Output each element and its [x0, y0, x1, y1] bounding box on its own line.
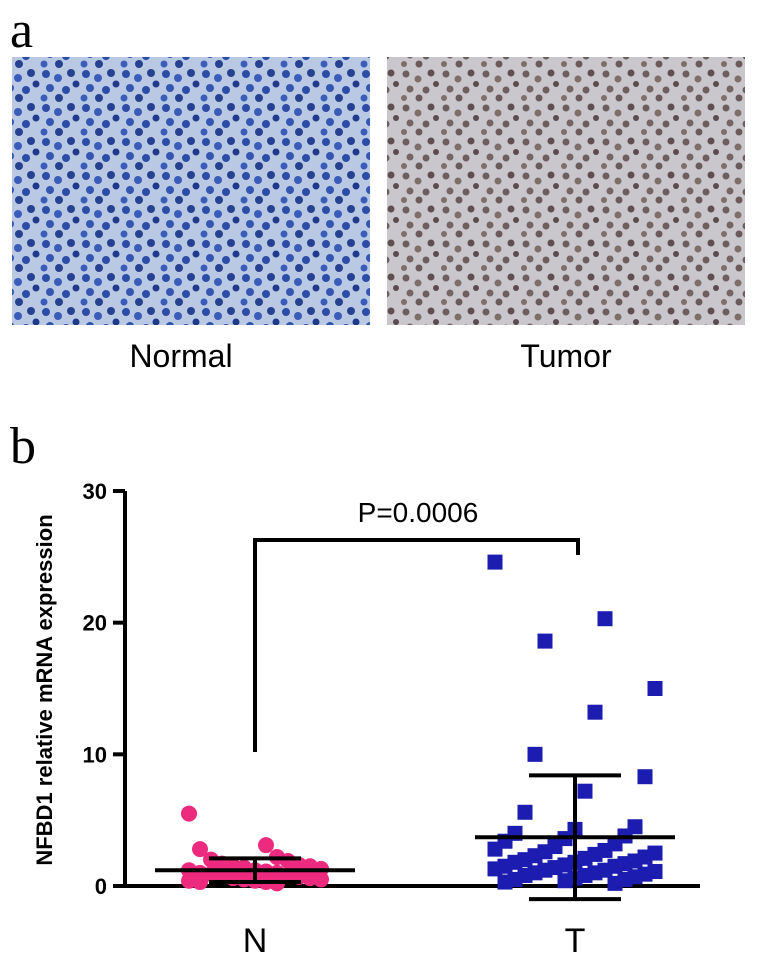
- data-point: [192, 874, 208, 891]
- y-tick-label: 30: [83, 479, 107, 504]
- data-point: [487, 861, 503, 877]
- y-tick-label: 0: [95, 874, 107, 899]
- image-caption: Tumor: [520, 338, 612, 374]
- data-point: [607, 875, 623, 891]
- data-point: [597, 611, 613, 627]
- x-tick-label: N: [243, 922, 268, 960]
- data-point: [557, 873, 573, 889]
- image-caption: Normal: [129, 338, 232, 374]
- panel-label: a: [10, 2, 33, 59]
- data-point: [487, 841, 503, 857]
- x-tick-label: T: [565, 922, 586, 960]
- y-axis-label: NFBD1 relative mRNA expression: [32, 514, 57, 865]
- data-point: [313, 871, 329, 888]
- data-point: [497, 874, 513, 890]
- data-point: [487, 554, 503, 570]
- data-point: [587, 704, 603, 720]
- data-point: [527, 746, 543, 762]
- micrograph-normal: [12, 57, 370, 325]
- y-tick-label: 20: [83, 611, 107, 636]
- data-point: [577, 783, 593, 799]
- data-point: [258, 837, 274, 854]
- data-point: [647, 681, 663, 696]
- p-value: P=0.0006: [358, 497, 479, 528]
- data-point: [192, 841, 208, 858]
- y-tick-label: 10: [83, 742, 107, 767]
- significance-bracket: [253, 538, 580, 752]
- data-point: [637, 769, 653, 785]
- panel-label: b: [10, 418, 36, 475]
- data-point: [181, 805, 197, 822]
- data-point: [517, 804, 533, 820]
- data-point: [537, 633, 553, 649]
- micrograph-tumor: [387, 57, 745, 325]
